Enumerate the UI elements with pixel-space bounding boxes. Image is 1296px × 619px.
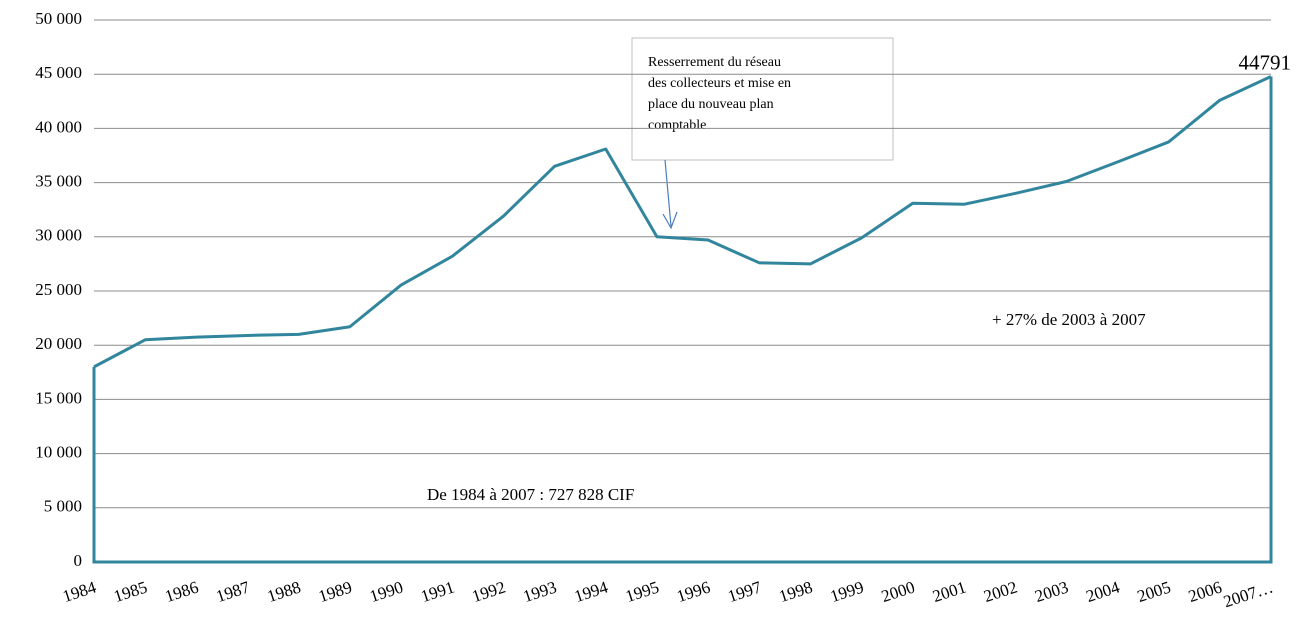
- y-tick-label: 50 000: [35, 9, 82, 28]
- x-tick-label: 2000: [879, 577, 917, 606]
- x-tick-label: 1986: [163, 577, 201, 606]
- y-tick-label: 15 000: [35, 388, 82, 407]
- y-tick-label: 35 000: [35, 172, 82, 191]
- x-tick-label: 2003: [1033, 577, 1071, 606]
- callout-line: des collecteurs et mise en: [648, 76, 791, 91]
- x-tick-label: 1991: [418, 577, 456, 606]
- x-tick-label: 1990: [367, 577, 405, 606]
- y-tick-label: 5 000: [44, 497, 82, 516]
- x-tick-label: 2005: [1135, 577, 1173, 606]
- x-tick-label: 2002: [981, 577, 1019, 606]
- x-tick-label: 1989: [316, 577, 354, 606]
- data-label: 44791: [1239, 50, 1292, 74]
- x-tick-label: 1992: [470, 577, 508, 606]
- callout-line: Resserrement du réseau: [648, 55, 781, 70]
- x-tick-label: 1998: [777, 577, 815, 606]
- x-tick-label: 1988: [265, 577, 303, 606]
- y-tick-label: 30 000: [35, 226, 82, 245]
- x-tick-label: 1984: [60, 577, 99, 606]
- x-tick-label: 2001: [930, 577, 968, 606]
- callout: Resserrement du réseau des collecteurs e…: [631, 37, 894, 230]
- annotation: + 27% de 2003 à 2007: [992, 310, 1146, 329]
- x-tick-label: 1995: [623, 577, 661, 606]
- area-outline: [92, 76, 1273, 564]
- x-tick-label: 2006: [1186, 577, 1224, 606]
- x-tick-label: 1993: [521, 577, 559, 606]
- y-tick-label: 45 000: [35, 63, 82, 82]
- annotation: De 1984 à 2007 : 727 828 CIF: [427, 485, 634, 504]
- callout-box: [631, 37, 894, 161]
- y-tick-label: 0: [74, 551, 83, 570]
- y-tick-label: 10 000: [35, 443, 82, 462]
- y-tick-label: 25 000: [35, 280, 82, 299]
- callout-arrow: [664, 159, 672, 227]
- x-tick-label: 1999: [828, 577, 866, 606]
- x-tick-label: 2007…: [1221, 577, 1275, 611]
- callout-line: comptable: [648, 118, 706, 133]
- y-tick-label: 40 000: [35, 117, 82, 136]
- x-tick-label: 1997: [725, 577, 764, 606]
- x-tick-label: 2004: [1084, 577, 1123, 606]
- area-line: [93, 75, 1272, 369]
- x-tick-label: 1994: [572, 577, 611, 606]
- x-tick-label: 1985: [111, 577, 149, 606]
- callout-line: place du nouveau plan: [648, 97, 774, 112]
- x-tick-label: 1996: [674, 577, 712, 606]
- y-tick-label: 20 000: [35, 334, 82, 353]
- x-tick-label: 1987: [214, 577, 253, 606]
- callout-arrowhead: [662, 211, 678, 230]
